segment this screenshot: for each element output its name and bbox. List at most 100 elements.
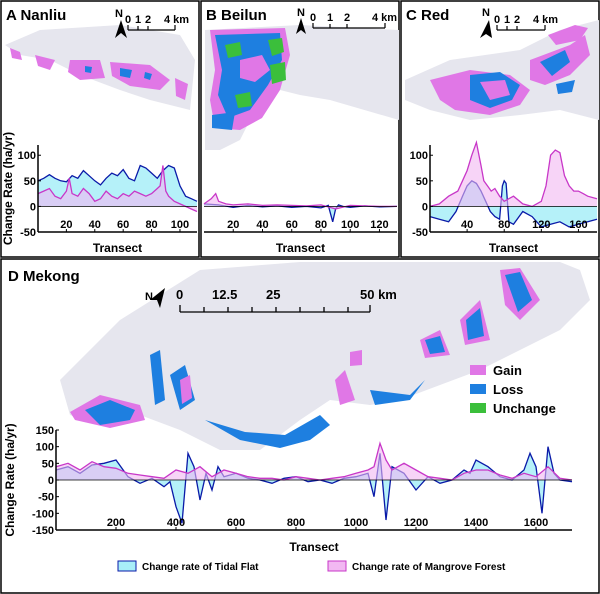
x-tick-label: 40 xyxy=(461,219,473,231)
panel-b-frame xyxy=(200,0,400,258)
y-tick-label: -50 xyxy=(20,227,36,239)
y-tick-label: -50 xyxy=(38,492,54,504)
map-d xyxy=(60,262,590,450)
map-a xyxy=(5,25,195,110)
y-tick-label: 100 xyxy=(18,150,36,162)
chart-legend-swatch-tidal xyxy=(117,560,137,572)
chart-d: 200 400 600 800 1000 1200 1400 1600 -150 -100 -50 0… xyxy=(3,423,573,554)
x-tick-label: 20 xyxy=(227,219,239,231)
scalebar-c: 0 1 2 4 km xyxy=(494,14,558,31)
y-tick-label: 50 xyxy=(42,458,54,470)
y-axis-label: Change Rate (ha/yr) xyxy=(3,423,17,536)
x-tick-label: 120 xyxy=(370,219,388,231)
y-tick-label: 50 xyxy=(416,176,428,188)
x-tick-label: 60 xyxy=(286,219,298,231)
chart-legend-label-tidal: Change rate of Tidal Flat xyxy=(142,562,259,573)
panel-d-title: D Mekong xyxy=(8,268,80,285)
scalebar-b-tick-0: 0 xyxy=(310,12,316,24)
scalebar-a-tick-0: 0 xyxy=(125,14,131,26)
x-tick-label: 80 xyxy=(315,219,327,231)
north-label-b: N xyxy=(297,7,305,19)
legend-label-unchange: Unchange xyxy=(493,401,556,416)
x-tick-label: 40 xyxy=(89,219,101,231)
y-tick-label: -100 xyxy=(32,508,54,520)
scalebar-c-tick-3: 4 km xyxy=(533,14,558,26)
x-tick-label: 200 xyxy=(107,517,125,529)
y-tick-label: 50 xyxy=(24,176,36,188)
map-c xyxy=(405,20,599,120)
series-mangrove-area xyxy=(204,193,397,209)
series-mangrove-line xyxy=(203,192,397,210)
x-tick-label: 800 xyxy=(287,517,305,529)
chart-legend-d: Change rate of Tidal Flat Change rate of… xyxy=(117,560,506,573)
legend-label-loss: Loss xyxy=(493,382,523,397)
scalebar-c-tick-0: 0 xyxy=(494,14,500,26)
north-arrow-d: N xyxy=(145,288,165,308)
chart-a: 20 40 60 80 100 -50 0 50 100 Transect Change Rate … xyxy=(1,132,198,255)
scalebar-d-tick-2: 25 xyxy=(266,287,280,302)
scalebar-c-tick-1: 1 xyxy=(504,14,510,26)
x-tick-label: 160 xyxy=(569,219,587,231)
north-arrow-b: N xyxy=(296,7,306,34)
x-tick-label: 80 xyxy=(145,219,157,231)
x-tick-label: 1000 xyxy=(344,517,368,529)
series-mangrove-area xyxy=(56,443,572,480)
x-tick-label: 40 xyxy=(256,219,268,231)
scalebar-c-tick-2: 2 xyxy=(514,14,520,26)
chart-legend-label-mangrove: Change rate of Mangrove Forest xyxy=(352,562,506,573)
y-tick-label: 100 xyxy=(36,442,54,454)
panel-a-frame xyxy=(0,0,200,258)
series-mangrove-line xyxy=(37,165,198,213)
y-tick-label: 100 xyxy=(410,150,428,162)
series-mangrove-area xyxy=(430,142,597,207)
y-tick-label: 0 xyxy=(30,201,36,213)
chart-legend-swatch-mangrove xyxy=(327,560,347,572)
panel-c-frame xyxy=(400,0,600,258)
legend-swatch-gain xyxy=(470,365,486,375)
legend-swatch-unchange xyxy=(470,403,486,413)
x-tick-label: 100 xyxy=(341,219,359,231)
scalebar-d-tick-3: 50 km xyxy=(360,287,397,302)
series-tidal-area xyxy=(56,446,572,524)
map-b xyxy=(205,25,399,150)
x-axis-label: Transect xyxy=(489,241,538,255)
scalebar-a-tick-1: 1 xyxy=(135,14,141,26)
x-axis-label: Transect xyxy=(93,241,142,255)
scalebar-d-tick-0: 0 xyxy=(176,287,183,302)
chart-c: 40 80 120 160 -50 0 50 100 Transect xyxy=(410,139,598,255)
scalebar-b-tick-3: 4 km xyxy=(372,12,397,24)
x-tick-label: 1600 xyxy=(524,517,548,529)
scalebar-b: 0 1 2 4 km xyxy=(310,12,397,29)
x-tick-label: 80 xyxy=(498,219,510,231)
y-tick-label: 0 xyxy=(48,475,54,487)
x-tick-label: 600 xyxy=(227,517,245,529)
series-tidal-line xyxy=(37,164,198,202)
panel-d-frame xyxy=(0,258,600,594)
series-tidal-line xyxy=(55,446,573,524)
y-axis-label: Change Rate (ha/yr) xyxy=(1,132,15,245)
scalebar-a-tick-2: 2 xyxy=(145,14,151,26)
scalebar-d-tick-1: 12.5 xyxy=(212,287,237,302)
panel-a-title: A Nanliu xyxy=(6,7,66,24)
y-tick-label: 150 xyxy=(36,425,54,437)
legend-label-gain: Gain xyxy=(493,363,522,378)
x-axis-label: Transect xyxy=(276,241,325,255)
series-mangrove-line xyxy=(429,139,598,208)
scalebar-b-tick-2: 2 xyxy=(344,12,350,24)
panel-c-title: C Red xyxy=(406,7,449,24)
x-tick-label: 120 xyxy=(532,219,550,231)
chart-b: 20 40 60 80 100 120 Transect xyxy=(203,192,398,255)
scalebar-a-tick-3: 4 km xyxy=(164,14,189,26)
legend-swatch-loss xyxy=(470,384,486,394)
north-arrow-c: N xyxy=(480,7,492,38)
series-mangrove-line xyxy=(55,441,573,481)
x-axis-label: Transect xyxy=(289,540,338,554)
scalebar-b-tick-1: 1 xyxy=(327,12,333,24)
x-tick-label: 100 xyxy=(171,219,189,231)
x-tick-label: 20 xyxy=(60,219,72,231)
x-tick-label: 1400 xyxy=(464,517,488,529)
scalebar-d: 0 12.5 25 50 km xyxy=(176,287,397,313)
north-arrow-a: N xyxy=(115,8,127,38)
panel-b-title: B Beilun xyxy=(206,7,267,24)
